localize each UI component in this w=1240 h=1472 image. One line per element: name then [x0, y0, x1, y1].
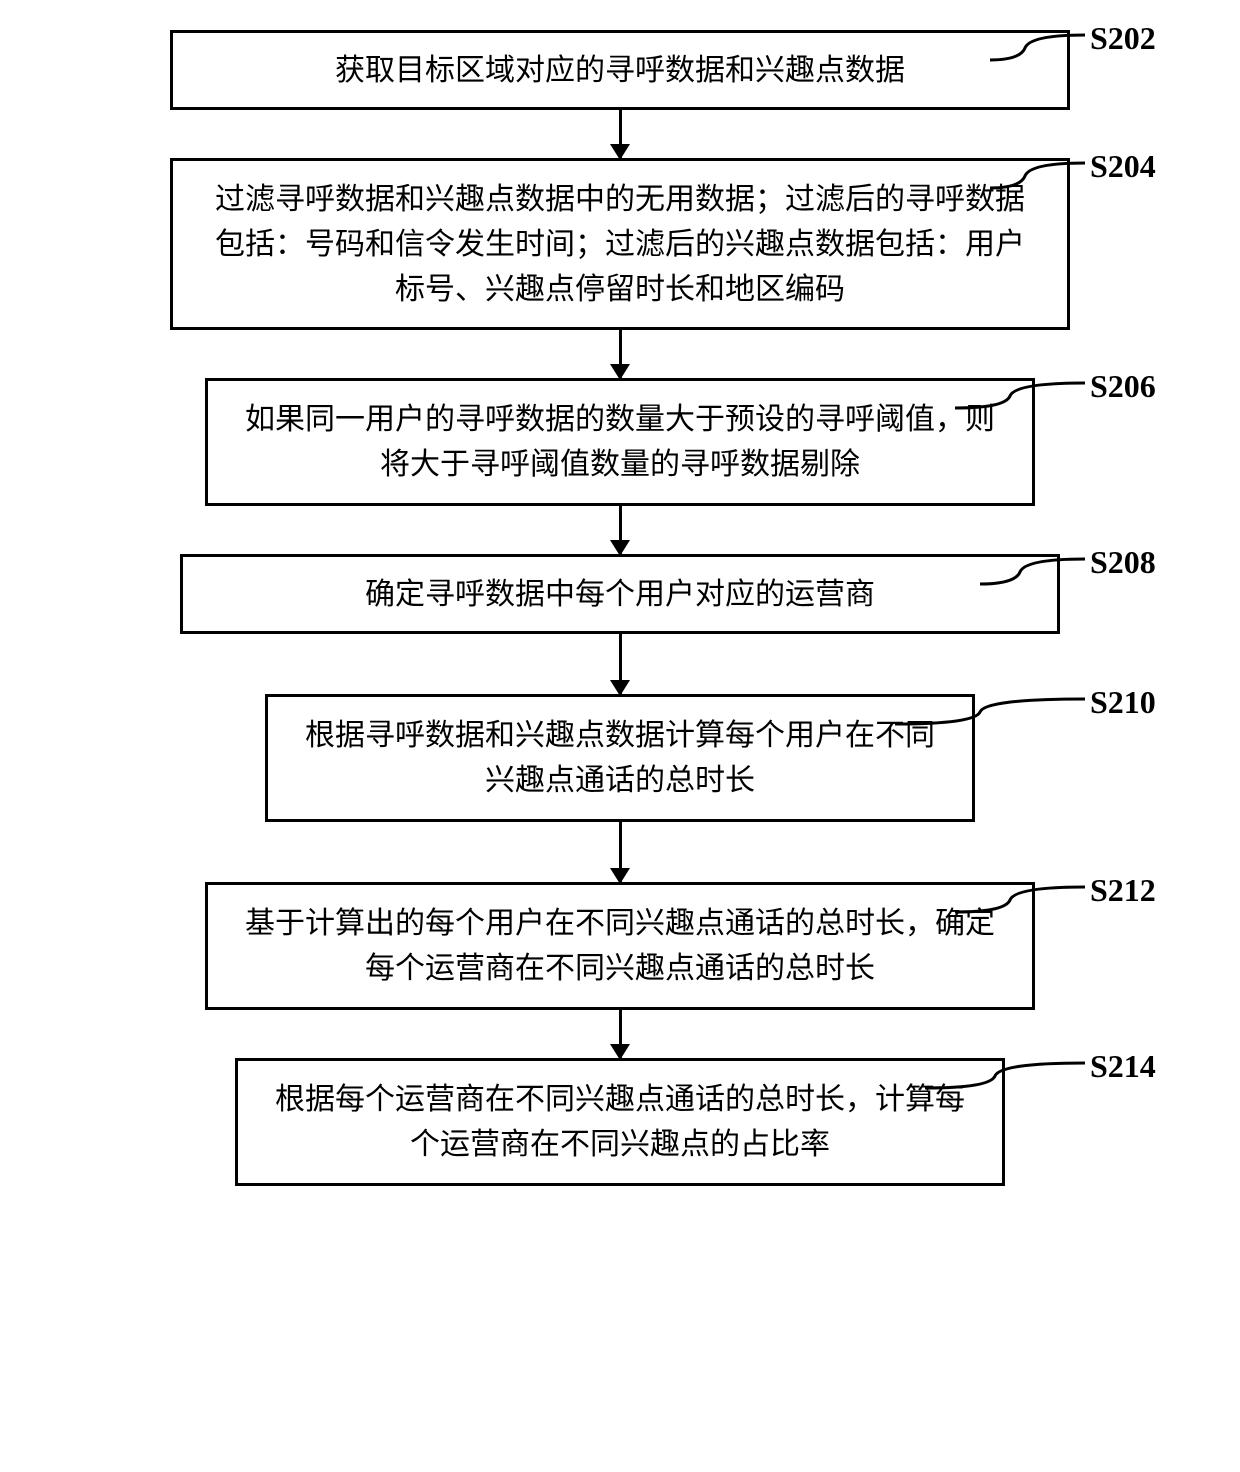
step-s206-text: 如果同一用户的寻呼数据的数量大于预设的寻呼阈值，则将大于寻呼阈值数量的寻呼数据剔…: [238, 397, 1002, 487]
step-s212-text: 基于计算出的每个用户在不同兴趣点通话的总时长，确定每个运营商在不同兴趣点通话的总…: [238, 901, 1002, 991]
step-s214-container: 根据每个运营商在不同兴趣点通话的总时长，计算每个运营商在不同兴趣点的占比率 S2…: [90, 1058, 1150, 1186]
step-s206-box: 如果同一用户的寻呼数据的数量大于预设的寻呼阈值，则将大于寻呼阈值数量的寻呼数据剔…: [205, 378, 1035, 506]
step-s208-container: 确定寻呼数据中每个用户对应的运营商 S208: [90, 554, 1150, 694]
arrow-5: [619, 822, 622, 882]
step-s202-box: 获取目标区域对应的寻呼数据和兴趣点数据: [170, 30, 1070, 110]
step-s202-label: S202: [1090, 20, 1156, 57]
step-s214-box: 根据每个运营商在不同兴趣点通话的总时长，计算每个运营商在不同兴趣点的占比率: [235, 1058, 1005, 1186]
flowchart-container: 获取目标区域对应的寻呼数据和兴趣点数据 S202 过滤寻呼数据和兴趣点数据中的无…: [90, 30, 1150, 1186]
connector-s204: [990, 158, 1085, 218]
step-s212-box: 基于计算出的每个用户在不同兴趣点通话的总时长，确定每个运营商在不同兴趣点通话的总…: [205, 882, 1035, 1010]
step-s206-container: 如果同一用户的寻呼数据的数量大于预设的寻呼阈值，则将大于寻呼阈值数量的寻呼数据剔…: [90, 378, 1150, 554]
step-s214-label: S214: [1090, 1048, 1156, 1085]
connector-s208: [980, 554, 1085, 614]
arrow-6: [619, 1010, 622, 1058]
connector-s212: [955, 882, 1085, 942]
connector-s202: [990, 30, 1085, 90]
step-s204-text: 过滤寻呼数据和兴趣点数据中的无用数据；过滤后的寻呼数据包括：号码和信令发生时间；…: [203, 177, 1037, 312]
step-s204-box: 过滤寻呼数据和兴趣点数据中的无用数据；过滤后的寻呼数据包括：号码和信令发生时间；…: [170, 158, 1070, 330]
step-s210-box: 根据寻呼数据和兴趣点数据计算每个用户在不同兴趣点通话的总时长: [265, 694, 975, 822]
step-s208-text: 确定寻呼数据中每个用户对应的运营商: [365, 572, 875, 617]
arrow-2: [619, 330, 622, 378]
arrow-1: [619, 110, 622, 158]
arrow-3: [619, 506, 622, 554]
step-s212-container: 基于计算出的每个用户在不同兴趣点通话的总时长，确定每个运营商在不同兴趣点通话的总…: [90, 882, 1150, 1058]
step-s210-container: 根据寻呼数据和兴趣点数据计算每个用户在不同兴趣点通话的总时长 S210: [90, 694, 1150, 882]
step-s210-text: 根据寻呼数据和兴趣点数据计算每个用户在不同兴趣点通话的总时长: [298, 713, 942, 803]
step-s210-label: S210: [1090, 684, 1156, 721]
step-s202-text: 获取目标区域对应的寻呼数据和兴趣点数据: [335, 48, 905, 93]
step-s208-label: S208: [1090, 544, 1156, 581]
step-s202-container: 获取目标区域对应的寻呼数据和兴趣点数据 S202: [90, 30, 1150, 158]
step-s204-label: S204: [1090, 148, 1156, 185]
arrow-4: [619, 634, 622, 694]
connector-s214: [925, 1058, 1085, 1118]
connector-s210: [895, 694, 1085, 754]
step-s214-text: 根据每个运营商在不同兴趣点通话的总时长，计算每个运营商在不同兴趣点的占比率: [268, 1077, 972, 1167]
step-s212-label: S212: [1090, 872, 1156, 909]
step-s208-box: 确定寻呼数据中每个用户对应的运营商: [180, 554, 1060, 634]
step-s204-container: 过滤寻呼数据和兴趣点数据中的无用数据；过滤后的寻呼数据包括：号码和信令发生时间；…: [90, 158, 1150, 378]
step-s206-label: S206: [1090, 368, 1156, 405]
connector-s206: [955, 378, 1085, 438]
